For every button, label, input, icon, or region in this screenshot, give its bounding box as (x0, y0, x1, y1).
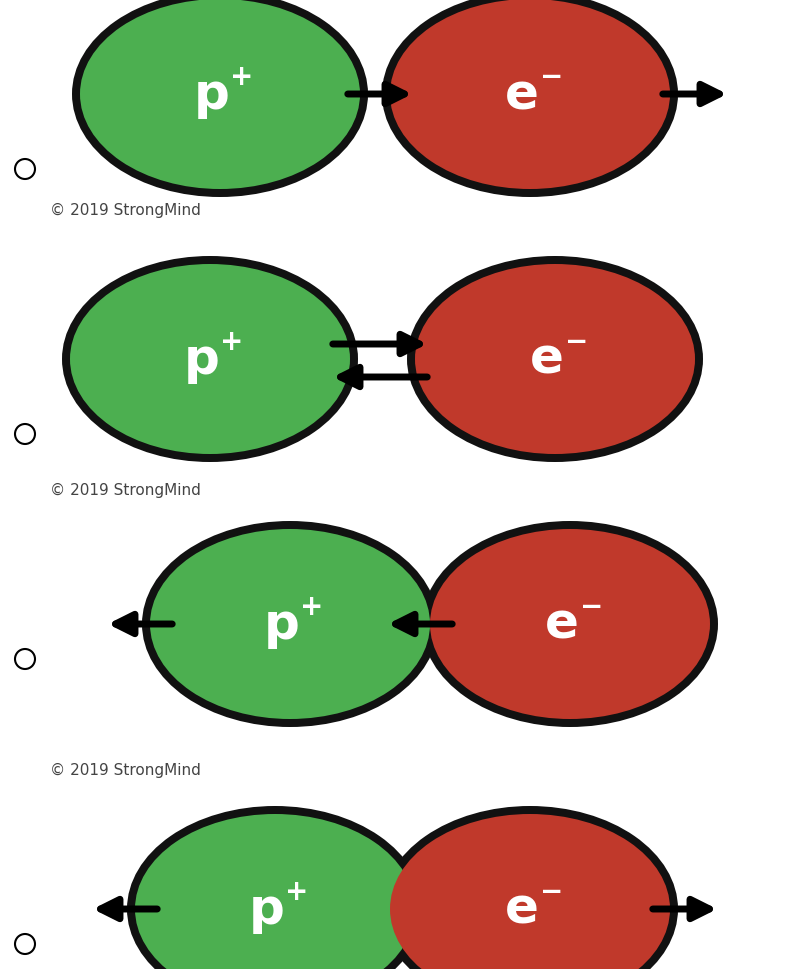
Text: +: + (230, 63, 254, 91)
Text: e: e (505, 71, 539, 119)
Text: © 2019 StrongMind: © 2019 StrongMind (50, 762, 201, 777)
Ellipse shape (415, 265, 695, 454)
Ellipse shape (62, 257, 358, 462)
Ellipse shape (382, 806, 678, 969)
Text: © 2019 StrongMind: © 2019 StrongMind (50, 482, 201, 497)
Ellipse shape (72, 0, 368, 198)
Ellipse shape (422, 521, 718, 728)
Text: −: − (540, 63, 564, 91)
Ellipse shape (430, 529, 710, 719)
Ellipse shape (80, 0, 360, 190)
Text: −: − (580, 592, 604, 620)
Text: p: p (184, 335, 220, 384)
Text: −: − (566, 328, 589, 356)
Text: e: e (530, 335, 564, 384)
Ellipse shape (382, 0, 678, 198)
Ellipse shape (142, 521, 438, 728)
Text: +: + (286, 877, 309, 905)
Ellipse shape (135, 814, 415, 969)
Text: p: p (249, 885, 285, 933)
Text: © 2019 StrongMind: © 2019 StrongMind (50, 203, 201, 217)
Ellipse shape (150, 529, 430, 719)
Text: +: + (220, 328, 244, 356)
Text: p: p (264, 601, 300, 648)
Text: e: e (545, 601, 579, 648)
Text: e: e (505, 885, 539, 933)
Text: +: + (300, 592, 324, 620)
Ellipse shape (127, 806, 423, 969)
Ellipse shape (70, 265, 350, 454)
Ellipse shape (390, 0, 670, 190)
Text: p: p (194, 71, 230, 119)
Ellipse shape (390, 814, 670, 969)
Text: −: − (540, 877, 564, 905)
Ellipse shape (407, 257, 703, 462)
